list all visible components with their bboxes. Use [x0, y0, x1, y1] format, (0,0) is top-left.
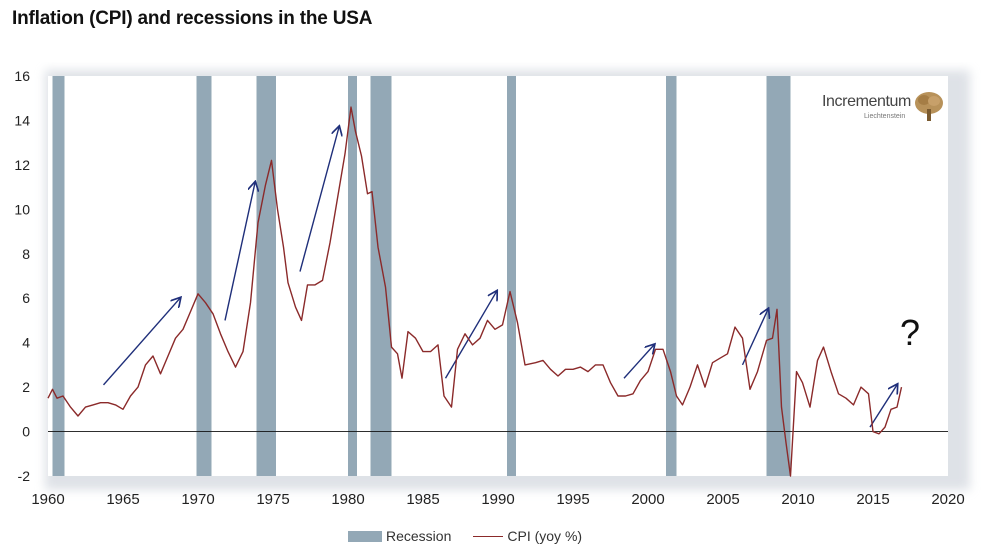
trend-arrow: [869, 385, 897, 428]
x-tick-label: 1985: [406, 491, 439, 508]
recession-band: [507, 76, 516, 476]
recession-band: [666, 76, 677, 476]
y-axis-ticks: -2 0 2 4 6 8 10 12 14 16: [14, 68, 30, 484]
recession-band: [196, 76, 212, 476]
question-mark: ?: [900, 312, 921, 353]
plot-area: [48, 76, 948, 476]
y-tick-label: 6: [22, 290, 30, 306]
x-tick-label: 1995: [556, 491, 589, 508]
x-tick-label: 2005: [706, 491, 739, 508]
y-tick-label: 14: [14, 112, 30, 128]
recession-band: [766, 76, 791, 476]
y-tick-label: 8: [22, 246, 30, 262]
legend-cpi-label: CPI (yoy %): [507, 528, 583, 544]
recession-bands: [52, 76, 791, 476]
cpi-line: [47, 106, 903, 477]
x-tick-label: 2010: [781, 491, 814, 508]
y-tick-label: 0: [22, 424, 30, 440]
y-tick-label: 2: [22, 379, 30, 395]
recession-band: [348, 76, 357, 476]
logo-sub: Liechtenstein: [864, 113, 906, 120]
x-tick-label: 2020: [931, 491, 964, 508]
recession-band: [370, 76, 392, 476]
legend: Recession CPI (yoy %): [348, 528, 582, 544]
x-tick-label: 2015: [856, 491, 889, 508]
y-tick-label: 16: [14, 68, 30, 84]
incrementum-logo: Incrementum Liechtenstein: [822, 92, 952, 133]
x-axis-ticks: 1960 1965 1970 1975 1980 1985 1990 1995 2000 2005…: [31, 491, 964, 508]
x-tick-label: 1975: [256, 491, 289, 508]
y-tick-label: 12: [14, 157, 30, 173]
trend-arrow: [299, 127, 339, 272]
tree-icon: [915, 92, 943, 121]
trend-arrow: [224, 183, 255, 321]
x-tick-label: 1965: [106, 491, 139, 508]
y-tick-label: 10: [14, 201, 30, 217]
x-tick-label: 1980: [331, 491, 364, 508]
plot-frame: -2 0 2 4 6 8 10 12 14 16 1960 1965 1970 1975 1980 1985…: [14, 68, 970, 508]
legend-cpi-swatch: [473, 535, 504, 537]
chart-title: Inflation (CPI) and recessions in the US…: [12, 8, 373, 29]
logo-name: Incrementum: [822, 93, 911, 110]
recession-band: [256, 76, 276, 476]
legend-recession-label: Recession: [386, 528, 452, 544]
x-tick-label: 1970: [181, 491, 214, 508]
y-tick-label: 4: [22, 335, 30, 351]
trend-arrow: [623, 345, 654, 379]
trend-arrow: [741, 309, 769, 366]
y-tick-label: -2: [18, 468, 31, 484]
x-tick-label: 2000: [631, 491, 664, 508]
trend-arrow: [102, 298, 181, 386]
x-tick-label: 1990: [481, 491, 514, 508]
x-tick-label: 1960: [31, 491, 64, 508]
trend-arrow: [444, 292, 497, 379]
recession-band: [52, 76, 65, 476]
trend-arrows: [102, 127, 898, 428]
legend-recession-swatch: [348, 530, 382, 542]
